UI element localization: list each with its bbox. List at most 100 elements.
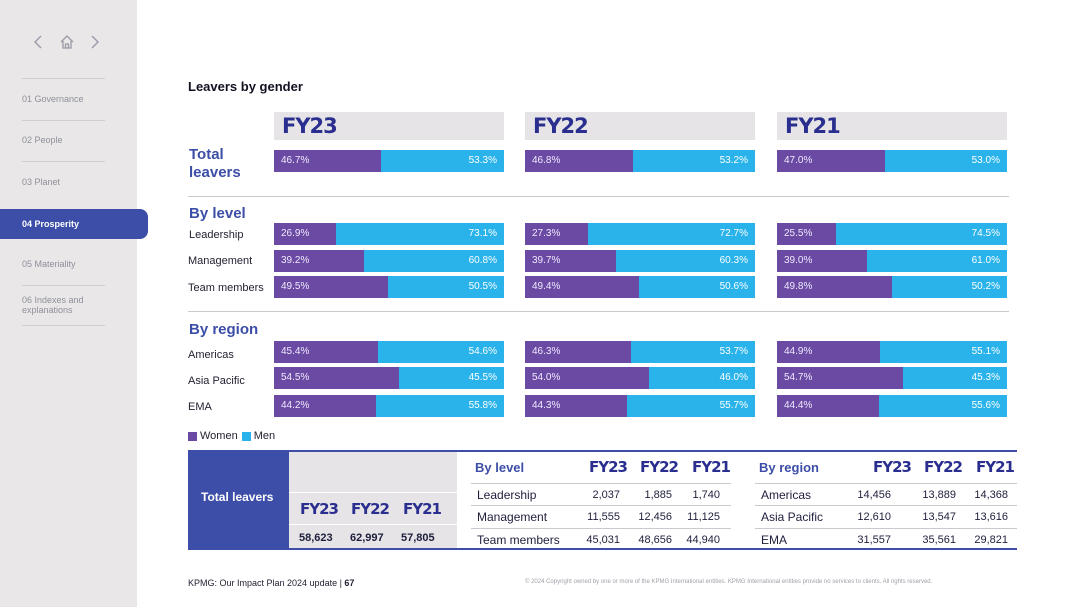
- level-header-fy21: FY21: [692, 458, 731, 476]
- bar-segment-men: 53.3%: [381, 150, 504, 172]
- bar-segment-women: 27.3%: [525, 223, 588, 245]
- bar-segment-men: 46.0%: [649, 367, 755, 389]
- footer-publication: KPMG: Our Impact Plan 2024 update | 67: [188, 578, 354, 588]
- year-header-fy23: FY23: [274, 112, 504, 140]
- bar-total-fy23: 46.7% 53.3%: [274, 150, 504, 172]
- section-divider: [188, 311, 1009, 312]
- level-row-team-members: Team members: [477, 533, 560, 547]
- bar-asia-pacific-fy21: 54.7% 45.3%: [777, 367, 1007, 389]
- legend-swatch-men: [241, 431, 251, 441]
- level-cell: 45,031: [586, 534, 620, 546]
- legend: Women Men: [188, 430, 275, 442]
- page-number: 67: [344, 578, 355, 588]
- bar-segment-women: 39.0%: [777, 250, 867, 272]
- chevron-right-icon[interactable]: [85, 32, 105, 52]
- level-cell: 48,656: [638, 534, 672, 546]
- bar-segment-men: 55.6%: [879, 395, 1007, 417]
- region-cell: 13,616: [974, 511, 1008, 523]
- bar-segment-women: 46.8%: [525, 150, 633, 172]
- sidebar-item-governance[interactable]: 01 Governance: [22, 94, 84, 104]
- level-cell: 11,125: [687, 511, 720, 523]
- region-cell: 29,821: [974, 534, 1008, 546]
- bar-segment-women: 49.8%: [777, 276, 892, 298]
- level-cell: 1,885: [644, 489, 672, 501]
- region-row-asia-pacific: Asia Pacific: [761, 510, 824, 524]
- bar-segment-women: 25.5%: [777, 223, 836, 245]
- region-cell: 35,561: [922, 534, 956, 546]
- bar-ema-fy23: 44.2% 55.8%: [274, 395, 504, 417]
- bar-segment-men: 72.7%: [587, 223, 755, 245]
- bar-segment-women: 45.4%: [274, 341, 379, 363]
- total-value-fy22: 62,997: [350, 532, 384, 544]
- level-cell: 1,740: [692, 489, 720, 501]
- bar-segment-men: 45.3%: [902, 367, 1007, 389]
- region-cell: 13,889: [922, 489, 956, 501]
- region-header-fy22: FY22: [924, 458, 963, 476]
- bar-segment-men: 53.7%: [631, 341, 755, 363]
- bar-segment-women: 26.9%: [274, 223, 336, 245]
- bar-segment-women: 39.7%: [525, 250, 617, 272]
- sidebar-item-planet[interactable]: 03 Planet: [22, 177, 61, 187]
- bar-segment-men: 50.6%: [638, 276, 755, 298]
- bar-team-members-fy23: 49.5% 50.5%: [274, 276, 504, 298]
- bar-segment-women: 54.0%: [525, 367, 650, 389]
- section-title-level: By level: [189, 205, 246, 222]
- bar-segment-women: 46.3%: [525, 341, 632, 363]
- summary-tables: Total leavers FY23 FY22 FY21 58,623 62,9…: [188, 450, 1017, 550]
- bar-segment-men: 53.2%: [632, 150, 755, 172]
- bar-segment-men: 55.8%: [375, 395, 504, 417]
- bar-segment-women: 47.0%: [777, 150, 886, 172]
- table-divider: [755, 528, 1017, 529]
- bar-segment-women: 44.9%: [777, 341, 881, 363]
- home-icon[interactable]: [57, 32, 77, 52]
- level-cell: 44,940: [686, 534, 720, 546]
- sidebar-item-materiality[interactable]: 05 Materiality: [22, 259, 76, 269]
- sidebar-divider: [22, 120, 105, 121]
- bar-segment-men: 50.2%: [891, 276, 1007, 298]
- bar-americas-fy21: 44.9% 55.1%: [777, 341, 1007, 363]
- table-divider: [471, 483, 731, 484]
- bar-segment-women: 54.5%: [274, 367, 400, 389]
- bar-segment-women: 54.7%: [777, 367, 903, 389]
- bar-segment-men: 53.0%: [885, 150, 1007, 172]
- bar-segment-women: 44.2%: [274, 395, 376, 417]
- region-table-title: By region: [759, 460, 819, 475]
- region-cell: 14,368: [974, 489, 1008, 501]
- row-label-management: Management: [188, 255, 253, 267]
- region-header-fy21: FY21: [976, 458, 1015, 476]
- total-leavers-label: Total leavers: [188, 452, 289, 548]
- bar-segment-men: 45.5%: [399, 367, 504, 389]
- bar-segment-women: 39.2%: [274, 250, 365, 272]
- region-cell: 12,610: [857, 511, 891, 523]
- sidebar-item-prosperity[interactable]: 04 Prosperity: [0, 209, 148, 239]
- bar-management-fy22: 39.7% 60.3%: [525, 250, 755, 272]
- total-value-fy23: 58,623: [299, 532, 333, 544]
- legend-label-women: Women: [200, 430, 238, 442]
- table-divider: [755, 483, 1017, 484]
- bar-leadership-fy23: 26.9% 73.1%: [274, 223, 504, 245]
- region-cell: 13,547: [922, 511, 956, 523]
- bar-segment-women: 46.7%: [274, 150, 382, 172]
- level-header-fy23: FY23: [589, 458, 628, 476]
- bar-team-members-fy22: 49.4% 50.6%: [525, 276, 755, 298]
- section-title-region: By region: [189, 321, 259, 338]
- bar-total-fy21: 47.0% 53.0%: [777, 150, 1007, 172]
- region-row-americas: Americas: [761, 488, 812, 502]
- row-label-leadership: Leadership: [189, 229, 244, 241]
- total-leavers-panel: [289, 452, 457, 548]
- level-cell: 12,456: [638, 511, 672, 523]
- bar-segment-men: 60.3%: [616, 250, 755, 272]
- bar-segment-women: 49.5%: [274, 276, 388, 298]
- year-header-fy22: FY22: [525, 112, 755, 140]
- legend-label-men: Men: [253, 430, 276, 442]
- bar-asia-pacific-fy22: 54.0% 46.0%: [525, 367, 755, 389]
- sidebar-item-indexes[interactable]: 06 Indexes and explanations: [22, 295, 84, 315]
- chevron-left-icon[interactable]: [28, 32, 48, 52]
- sidebar-item-people[interactable]: 02 People: [22, 135, 63, 145]
- total-header-fy22: FY22: [351, 500, 390, 518]
- bar-segment-men: 60.8%: [364, 250, 504, 272]
- bar-segment-men: 55.7%: [626, 395, 755, 417]
- legend-swatch-women: [188, 431, 197, 441]
- table-divider: [471, 505, 731, 506]
- row-label-asia-pacific: Asia Pacific: [188, 375, 245, 387]
